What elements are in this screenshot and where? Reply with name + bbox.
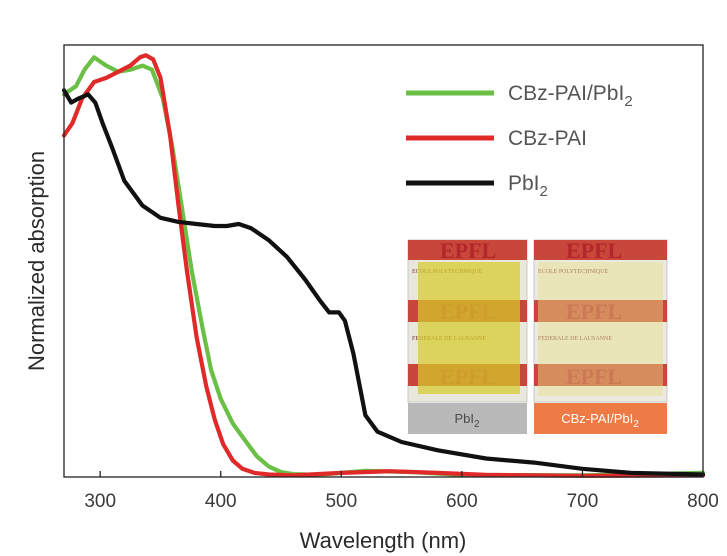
photo-epfl-text: EPFL — [566, 238, 622, 263]
photo-fine-text: ECOLE POLYTECHNIQUE — [538, 269, 609, 275]
plot-frame — [63, 44, 704, 478]
series-line-pbi2 — [61, 88, 706, 477]
cbz-pai-pbi2-caption-box — [534, 403, 667, 434]
photo-epfl-text: EPFL — [440, 238, 496, 263]
x-tick-label: 600 — [446, 491, 478, 512]
inset-photos: EPFL EPFL EPFL ECOLE POLYTECHNIQUE FEDER… — [407, 238, 668, 434]
cbz-pai-pbi2-film — [538, 262, 663, 396]
photo-epfl-text: EPFL — [566, 364, 622, 389]
x-tick-label: 700 — [567, 491, 599, 512]
pbi2-film-photo: EPFL EPFL EPFL ECOLE POLYTECHNIQUE FEDER… — [407, 238, 528, 403]
pbi2-caption: PbI2 — [454, 411, 480, 430]
x-axis-label: Wavelength (nm) — [300, 528, 467, 553]
x-tick-label: 300 — [84, 491, 116, 512]
legend-label-cbz-pai: CBz-PAI — [508, 127, 587, 150]
legend-label-pbi2: PbI2 — [508, 172, 548, 200]
pbi2-caption-box — [408, 403, 527, 434]
x-tick-label: 800 — [687, 491, 719, 512]
x-axis-ticks: 300 400 500 600 700 800 — [84, 471, 719, 512]
pbi2-yellow-film — [418, 262, 520, 394]
y-axis-label: Normalized absorption — [24, 151, 49, 371]
cbz-pai-pbi2-film-photo: EPFL EPFL EPFL ECOLE POLYTECHNIQUE FEDER… — [533, 238, 668, 403]
cbz-pai-pbi2-caption: CBz-PAI/PbI2 — [561, 411, 639, 430]
x-tick-label: 400 — [205, 491, 237, 512]
x-tick-label: 500 — [325, 491, 357, 512]
legend: CBz-PAI/PbI2 CBz-PAI PbI2 — [406, 82, 633, 200]
legend-label-cbz-pai-pbi2: CBz-PAI/PbI2 — [508, 82, 633, 110]
photo-fine-text: FEDERALE DE LAUSANNE — [538, 336, 612, 342]
photo-epfl-text: EPFL — [566, 299, 622, 324]
series-line-cbz-pai — [61, 53, 706, 478]
